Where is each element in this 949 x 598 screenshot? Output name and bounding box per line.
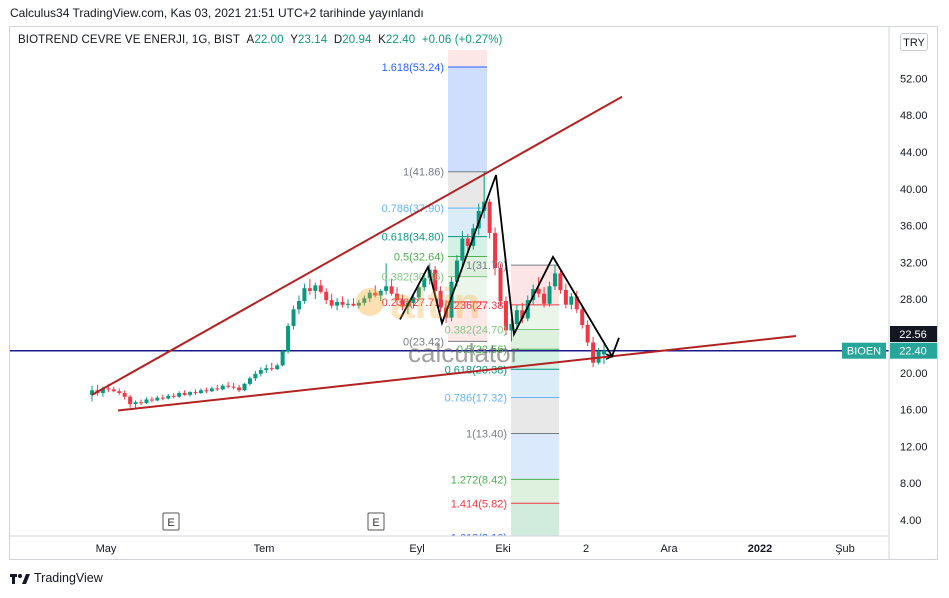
symbol-legend: BIOTREND CEVRE VE ENERJI, 1G, BIST A22.0… bbox=[18, 34, 502, 46]
legend-open: 22.00 bbox=[254, 34, 284, 46]
legend-low-label: D bbox=[333, 34, 343, 46]
legend-change: +0.06 (+0.27%) bbox=[421, 34, 503, 46]
footer-brand: TradingView bbox=[34, 571, 103, 585]
footer[interactable]: TradingView bbox=[10, 571, 103, 585]
publish-caption: Calculus34 TradingView.com, Kas 03, 2021… bbox=[10, 6, 424, 20]
legend-close: 22.40 bbox=[385, 34, 416, 46]
chart-frame bbox=[9, 26, 938, 560]
legend-symbol: BIOTREND CEVRE VE ENERJI, 1G, BIST bbox=[18, 34, 240, 46]
currency-button[interactable]: TRY bbox=[900, 33, 928, 51]
legend-close-label: K bbox=[378, 34, 386, 46]
legend-low: 20.94 bbox=[342, 34, 372, 46]
legend-high-label: Y bbox=[290, 34, 298, 46]
tradingview-logo-icon bbox=[10, 574, 30, 584]
legend-high: 23.14 bbox=[297, 34, 328, 46]
legend-open-label: A bbox=[246, 34, 255, 46]
